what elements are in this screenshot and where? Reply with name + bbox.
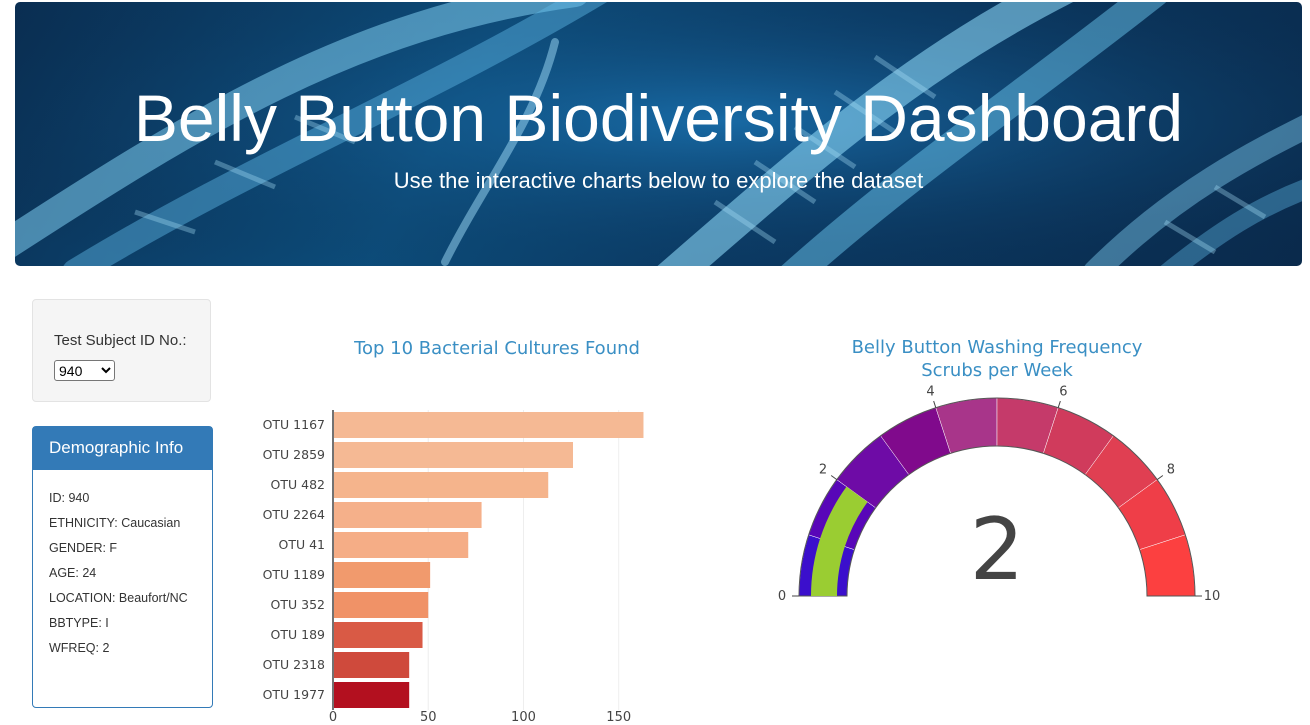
bar-chart: Top 10 Bacterial Cultures Found OTU 1167… [263, 338, 644, 725]
dna-background-image [15, 2, 1302, 266]
y-category-label: OTU 2859 [263, 447, 325, 462]
gauge-tick-label: 10 [1204, 589, 1221, 604]
gauge-tick-label: 0 [778, 589, 786, 604]
demographic-panel-body: ID: 940 ETHNICITY: Caucasian GENDER: F A… [49, 491, 199, 666]
gauge-tick-label: 6 [1059, 385, 1067, 400]
subject-id-dropdown[interactable]: 940 [54, 360, 115, 381]
demographic-row-wfreq: WFREQ: 2 [49, 641, 110, 655]
page-subtitle: Use the interactive charts below to expl… [393, 168, 924, 193]
x-tick-label: 150 [606, 710, 631, 725]
bar[interactable] [334, 562, 431, 588]
gauge-outline [798, 397, 1196, 597]
x-tick-label: 100 [511, 710, 536, 725]
demographic-row-gender: GENDER: F [49, 541, 118, 555]
page-title: Belly Button Biodiversity Dashboard [133, 81, 1184, 155]
bar[interactable] [334, 592, 429, 618]
bar[interactable] [334, 682, 410, 708]
demographic-row-id: ID: 940 [49, 491, 90, 505]
x-tick-label: 50 [420, 710, 437, 725]
gauge-tick [1156, 475, 1164, 481]
gauge-title: Belly Button Washing Frequency [852, 337, 1143, 358]
demographic-row-age: AGE: 24 [49, 566, 97, 580]
bar[interactable] [334, 442, 573, 468]
bar[interactable] [334, 532, 469, 558]
gauge-value-bar [811, 486, 868, 596]
bar-chart-title: Top 10 Bacterial Cultures Found [353, 338, 640, 359]
subject-selector-well: Test Subject ID No.: 940 [32, 299, 211, 402]
gauge-tick-label: 4 [926, 385, 934, 400]
demographic-panel-heading: Demographic Info [33, 427, 212, 470]
bar[interactable] [334, 652, 410, 678]
y-category-label: OTU 1977 [263, 687, 325, 702]
demographic-row-bbtype: BBTYPE: I [49, 616, 109, 630]
demographic-row-location: LOCATION: Beaufort/NC [49, 591, 188, 605]
bar[interactable] [334, 622, 423, 648]
y-category-label: OTU 1167 [263, 417, 325, 432]
gauge-subtitle: Scrubs per Week [921, 360, 1073, 381]
demographic-row-ethnicity: ETHNICITY: Caucasian [49, 516, 181, 530]
x-tick-label: 0 [329, 710, 337, 725]
gauge-tick [1057, 400, 1061, 408]
y-category-label: OTU 41 [278, 537, 325, 552]
gauge-tick [933, 400, 937, 408]
bar[interactable] [334, 412, 644, 438]
gauge-tick [830, 475, 838, 481]
header-banner: Belly Button Biodiversity Dashboard Use … [15, 2, 1302, 266]
bar[interactable] [334, 502, 482, 528]
demographic-info-panel: Demographic Info ID: 940 ETHNICITY: Cauc… [32, 426, 213, 708]
y-category-label: OTU 189 [271, 627, 326, 642]
gauge-tick-label: 8 [1167, 463, 1175, 478]
y-category-label: OTU 1189 [263, 567, 325, 582]
bar[interactable] [334, 472, 549, 498]
subject-selector-label: Test Subject ID No.: [54, 332, 187, 349]
y-category-label: OTU 2318 [263, 657, 325, 672]
y-category-label: OTU 2264 [263, 507, 325, 522]
gauge-value-label: 2 [970, 500, 1025, 600]
gauge-tick-label: 2 [819, 463, 827, 478]
y-category-label: OTU 352 [271, 597, 325, 612]
gauge-chart: Belly Button Washing Frequency Scrubs pe… [778, 337, 1221, 604]
y-category-label: OTU 482 [271, 477, 325, 492]
